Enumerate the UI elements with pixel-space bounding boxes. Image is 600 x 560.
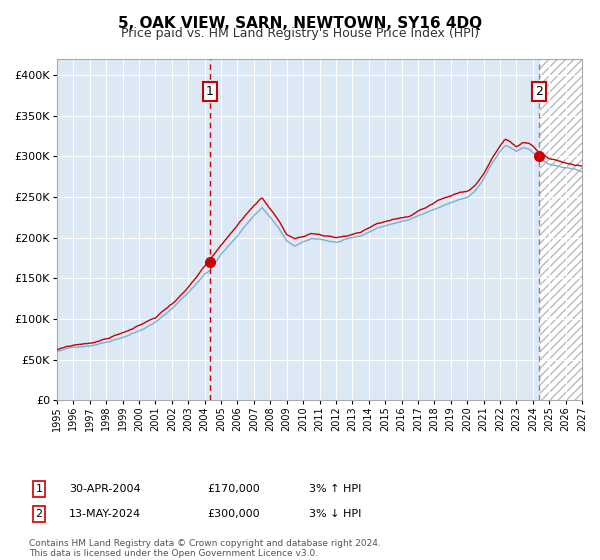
Text: 3% ↓ HPI: 3% ↓ HPI bbox=[309, 509, 361, 519]
Text: 30-APR-2004: 30-APR-2004 bbox=[69, 484, 140, 494]
Text: 1: 1 bbox=[35, 484, 43, 494]
Text: 1: 1 bbox=[206, 85, 214, 98]
Text: 13-MAY-2024: 13-MAY-2024 bbox=[69, 509, 141, 519]
Text: 2: 2 bbox=[535, 85, 543, 98]
Text: 5, OAK VIEW, SARN, NEWTOWN, SY16 4DQ: 5, OAK VIEW, SARN, NEWTOWN, SY16 4DQ bbox=[118, 16, 482, 31]
Text: £170,000: £170,000 bbox=[207, 484, 260, 494]
Text: Contains HM Land Registry data © Crown copyright and database right 2024.
This d: Contains HM Land Registry data © Crown c… bbox=[29, 539, 380, 558]
Text: Price paid vs. HM Land Registry's House Price Index (HPI): Price paid vs. HM Land Registry's House … bbox=[121, 27, 479, 40]
Text: 3% ↑ HPI: 3% ↑ HPI bbox=[309, 484, 361, 494]
Text: £300,000: £300,000 bbox=[207, 509, 260, 519]
Text: 2: 2 bbox=[35, 509, 43, 519]
